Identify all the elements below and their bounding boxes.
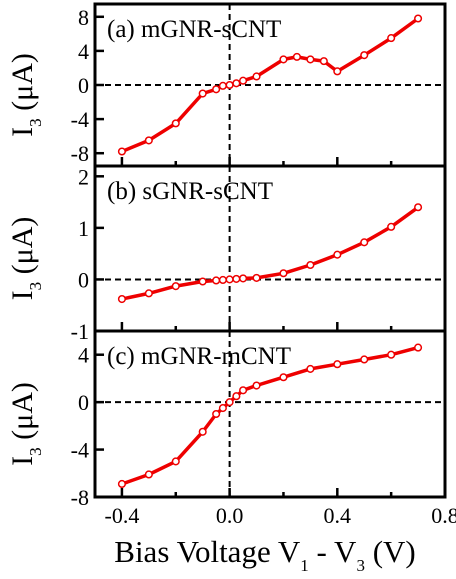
- data-point: [292, 52, 301, 61]
- data-point: [198, 277, 207, 286]
- data-point: [306, 55, 315, 64]
- y-axis-label: I3 (μA): [6, 53, 45, 137]
- data-point: [198, 89, 207, 98]
- data-point: [144, 470, 153, 479]
- x-tick-label: 0.0: [216, 503, 244, 528]
- data-point: [414, 14, 423, 23]
- x-axis-ticks: -0.4 0.0 0.4 0.8: [105, 503, 456, 528]
- data-point: [239, 274, 248, 283]
- y-tick-label: 4: [78, 343, 89, 368]
- data-point: [218, 81, 227, 90]
- y-axis-label-main: I: [6, 290, 39, 300]
- data-point: [306, 260, 315, 270]
- y-axis-label-unit: (μA): [6, 382, 39, 447]
- data-point: [414, 203, 423, 212]
- x-axis-label-main: Bias Voltage V: [114, 534, 301, 569]
- x-tick-label: -0.4: [105, 503, 140, 528]
- data-point: [279, 373, 288, 382]
- y-tick-label: -4: [71, 107, 89, 132]
- data-point: [333, 360, 342, 369]
- data-point: [239, 76, 248, 85]
- data-point: [218, 275, 227, 285]
- data-point: [333, 250, 342, 259]
- y-tick-label: -4: [71, 438, 89, 463]
- y-tick-label: 0: [78, 267, 89, 292]
- data-point: [117, 479, 126, 489]
- series-line: [121, 345, 419, 486]
- data-point: [239, 386, 248, 395]
- data-point: [232, 274, 241, 283]
- data-point: [171, 119, 180, 128]
- panel-3: -8 -4 0 4 (c) mGNR-mCNT I3 (μA): [6, 329, 447, 510]
- y-tick-label: -8: [71, 141, 89, 166]
- panel-frame: [93, 329, 447, 499]
- data-point: [279, 269, 288, 278]
- data-point: [252, 381, 261, 390]
- y-axis-label-main: I: [6, 127, 39, 137]
- data-point: [225, 275, 234, 284]
- y-axis-label-unit: (μA): [6, 53, 39, 118]
- x-axis-label-sub2: 3: [356, 556, 365, 575]
- series-line: [121, 205, 420, 301]
- panel-title: (a) mGNR-sCNT: [107, 16, 281, 43]
- data-point: [144, 289, 153, 298]
- data-point: [360, 355, 369, 364]
- data-point: [360, 238, 369, 247]
- y-axis-label: I3 (μA): [6, 382, 45, 466]
- y-tick-label: 0: [78, 73, 89, 98]
- y-tick-label: 0: [78, 390, 89, 415]
- data-point: [117, 147, 126, 156]
- x-tick-label: 0.4: [324, 503, 352, 528]
- y-axis-label-main: I: [6, 456, 39, 466]
- data-point: [252, 72, 261, 81]
- x-axis-label: Bias Voltage V1 - V3 (V): [114, 534, 415, 575]
- data-point: [171, 457, 180, 466]
- data-point: [212, 409, 221, 419]
- y-axis-label: I3 (μA): [6, 217, 45, 301]
- y-axis-label-sub: 3: [26, 118, 45, 127]
- data-point: [171, 282, 180, 291]
- panel-title: (c) mGNR-mCNT: [107, 343, 291, 370]
- data-point: [212, 276, 221, 285]
- data-point: [198, 427, 207, 436]
- data-point: [225, 80, 234, 90]
- data-point: [360, 51, 369, 60]
- data-point: [387, 222, 396, 231]
- data-point: [252, 273, 261, 282]
- y-tick-label: 1: [78, 216, 89, 241]
- data-point: [306, 364, 315, 373]
- x-axis-label-mid: - V: [309, 534, 357, 569]
- data-point: [319, 57, 328, 66]
- data-point: [218, 404, 227, 413]
- data-point: [144, 136, 153, 145]
- y-tick-label: 8: [78, 5, 89, 30]
- data-point: [333, 67, 342, 76]
- y-tick-label: -8: [71, 485, 89, 510]
- series-line: [121, 17, 420, 154]
- panel-1: -8 -4 0 4 8 (a) mGNR-sCNT I3 (μA): [6, 2, 447, 168]
- data-point: [279, 55, 288, 64]
- y-tick-label: 2: [78, 164, 89, 189]
- y-tick-label: -1: [71, 319, 89, 344]
- data-point: [225, 398, 234, 407]
- panel-title: (b) sGNR-sCNT: [107, 178, 273, 205]
- panel-2: -1 0 1 2 (b) sGNR-sCNT I3 (μA): [6, 164, 447, 344]
- data-point: [387, 350, 396, 359]
- y-axis-label-sub: 3: [26, 282, 45, 291]
- data-point: [232, 392, 241, 401]
- x-axis-label-end: (V): [365, 534, 416, 569]
- data-point: [117, 294, 126, 304]
- data-point: [387, 34, 396, 43]
- data-point: [212, 85, 221, 94]
- x-axis-label-sub1: 1: [300, 556, 309, 575]
- x-tick-label: 0.8: [431, 503, 456, 528]
- data-point: [232, 79, 241, 88]
- y-tick-label: 4: [78, 39, 89, 64]
- y-axis-label-unit: (μA): [6, 217, 39, 282]
- data-point: [414, 343, 423, 352]
- y-axis-label-sub: 3: [26, 447, 45, 456]
